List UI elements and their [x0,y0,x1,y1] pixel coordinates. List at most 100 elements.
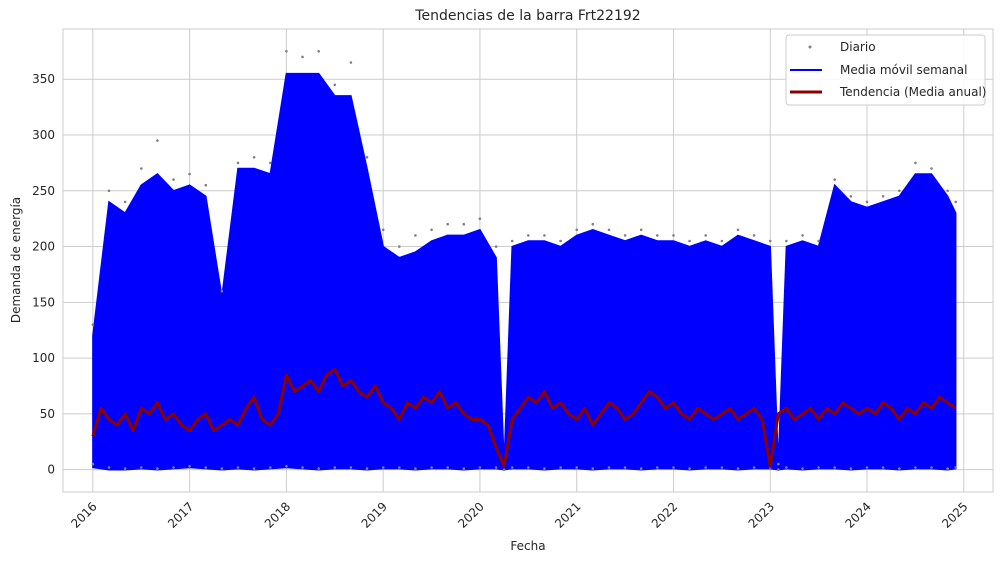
daily-point [777,462,780,466]
daily-point [317,467,321,470]
daily-point [720,466,724,469]
daily-point [898,189,901,193]
daily-point [349,466,353,469]
daily-point [704,234,707,237]
legend-label-daily: Diario [840,40,876,54]
daily-point [414,467,417,470]
daily-point [865,200,869,204]
y-tick-label: 350 [32,72,55,86]
daily-point [591,467,595,470]
daily-point [252,467,256,470]
chart-title: Tendencias de la barra Frt22192 [414,8,640,24]
daily-point [91,462,95,466]
daily-point [123,200,127,204]
daily-point [478,466,482,469]
daily-point [954,466,957,469]
daily-point [252,156,256,159]
daily-point [220,289,224,293]
daily-point [91,323,95,327]
daily-point [365,156,369,159]
daily-point [881,195,885,198]
daily-point [672,234,675,237]
daily-point [559,239,562,243]
daily-point [736,467,740,470]
daily-point [478,217,482,220]
daily-point [172,466,175,469]
y-axis: 0 50 100 150 200 250 300 350 [32,72,55,476]
daily-point [527,466,530,469]
daily-point [817,466,820,469]
daily-point [623,466,627,469]
daily-point [785,239,788,243]
daily-point [398,245,401,248]
daily-point [785,466,788,469]
daily-point [188,465,191,468]
daily-point [269,466,272,469]
daily-point [414,234,417,237]
daily-point [285,50,288,53]
daily-point [285,465,288,468]
daily-point [462,222,466,226]
daily-point [768,239,772,243]
daily-point [494,245,498,248]
daily-point [156,139,159,142]
daily-point [446,222,450,226]
daily-point [543,234,546,237]
daily-point [688,467,691,470]
daily-point [898,467,901,470]
daily-point [575,466,578,469]
plot-frame [62,28,994,493]
daily-point [220,467,224,470]
x-axis-label: Fecha [510,539,545,553]
daily-point [777,468,780,472]
legend-box [785,34,986,106]
daily-point [301,466,304,469]
y-tick-label: 250 [32,184,55,198]
daily-point [269,161,272,165]
daily-point [301,55,304,59]
daily-point [365,467,369,470]
daily-point [607,228,611,232]
daily-point [333,466,337,469]
y-tick-label: 0 [47,463,55,477]
daily-point [381,466,385,469]
daily-point [430,466,433,469]
daily-point [591,222,595,226]
y-tick-label: 100 [32,351,55,365]
daily-point [881,466,885,469]
y-tick-label: 50 [40,407,55,421]
daily-point [333,83,337,87]
daily-point [849,467,853,470]
daily-point [817,239,820,243]
daily-point [849,195,853,198]
daily-point [381,228,385,232]
daily-point [349,61,353,64]
daily-point [107,466,111,469]
daily-point [430,228,433,232]
daily-point [140,167,143,170]
daily-point [752,234,756,237]
daily-point [559,466,562,469]
daily-point [527,234,530,237]
daily-point [510,239,514,243]
daily-point [672,466,675,469]
daily-point [317,50,321,53]
daily-point [510,466,514,469]
daily-point [688,239,691,243]
daily-point [236,161,240,165]
daily-point [720,239,724,243]
daily-point [156,467,159,470]
daily-point [954,200,957,204]
daily-point [656,466,659,469]
daily-point [623,234,627,237]
daily-point [204,183,208,187]
legend-label-weekly: Media móvil semanal [840,63,967,77]
daily-point [607,466,611,469]
daily-point [865,466,869,469]
daily-point [914,466,917,469]
daily-point [107,189,111,193]
daily-point [204,466,208,469]
y-tick-label: 300 [32,128,55,142]
plot-area [91,50,957,472]
